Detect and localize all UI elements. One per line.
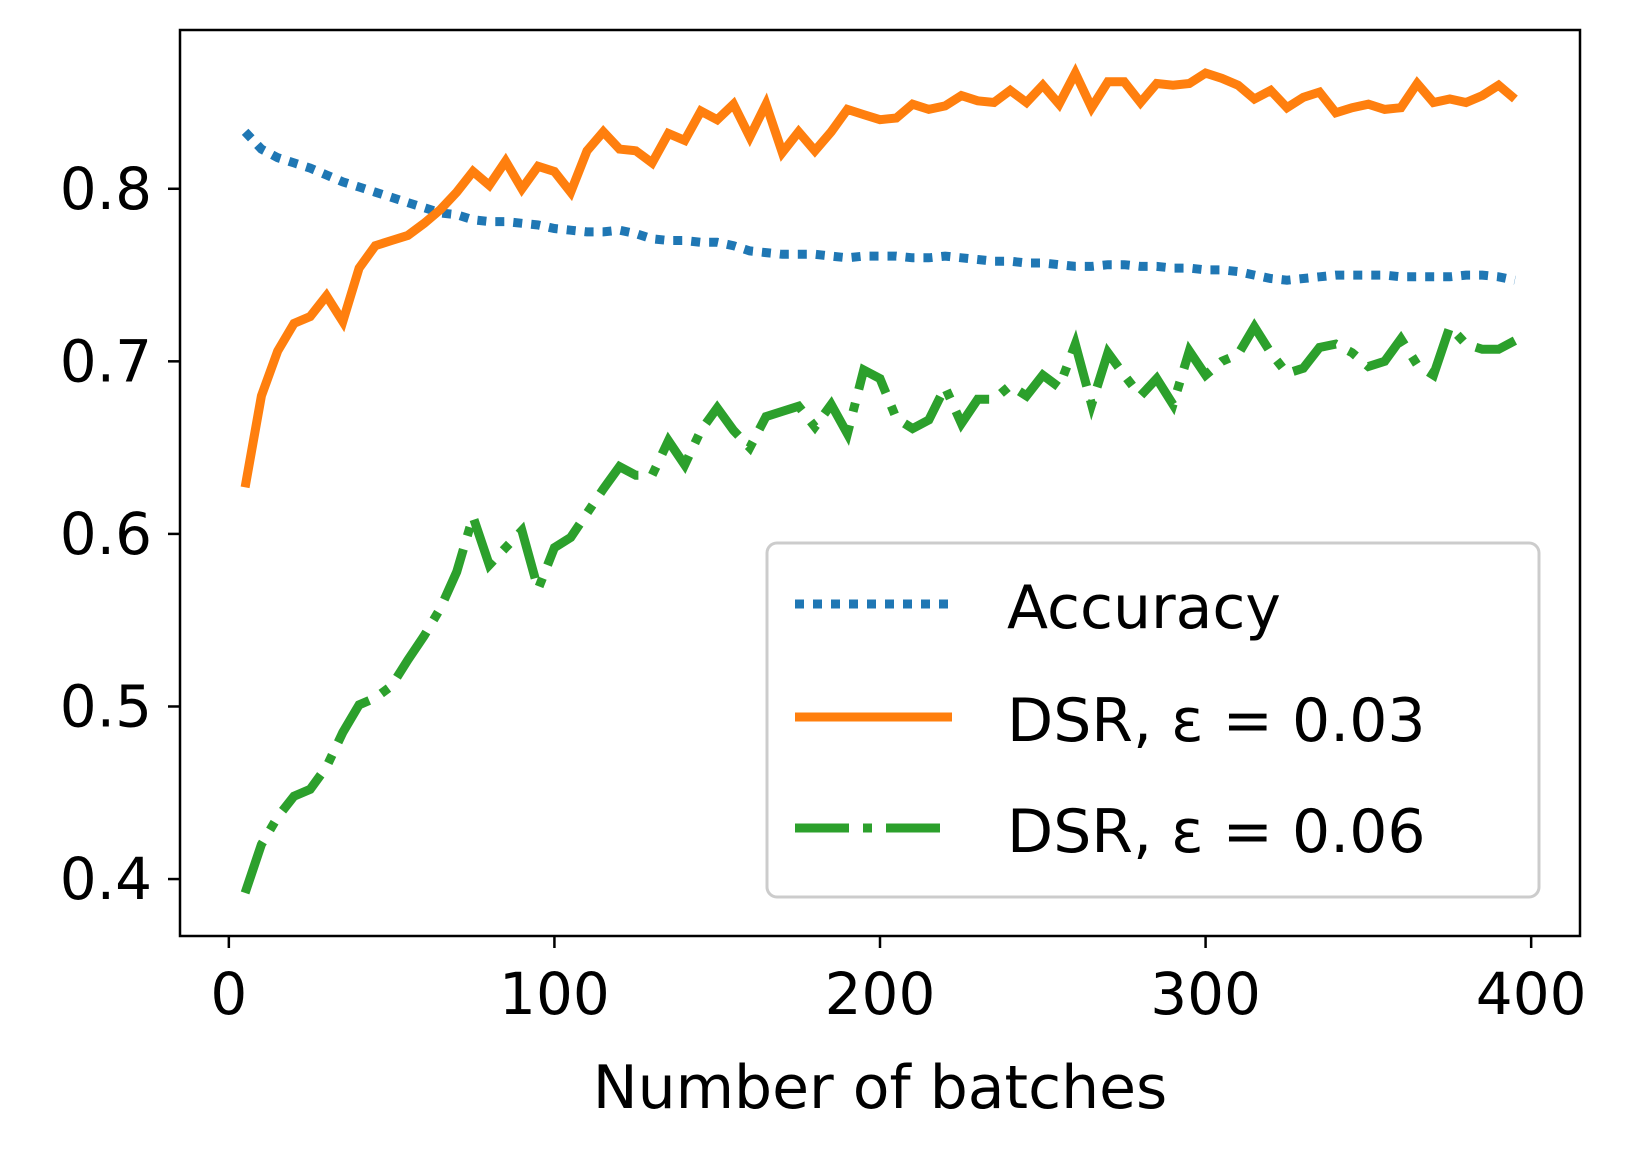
x-tick-label: 200: [825, 960, 936, 1028]
series-line-accuracy: [241, 128, 1516, 285]
legend-label-dsr-003: DSR, ε = 0.03: [1007, 686, 1426, 756]
y-tick-label: 0.7: [60, 327, 152, 395]
legend: Accuracy DSR, ε = 0.03 DSR, ε = 0.06: [765, 541, 1541, 899]
legend-label-accuracy: Accuracy: [1007, 573, 1281, 643]
y-axis-ticks: 0.4 0.5 0.6 0.7 0.8: [60, 155, 180, 913]
series-layer: [240, 62, 1518, 895]
x-tick-label: 100: [499, 960, 610, 1028]
y-tick-label: 0.8: [60, 155, 152, 223]
x-tick-label: 0: [210, 960, 247, 1028]
x-tick-label: 400: [1476, 960, 1587, 1028]
legend-label-dsr-006: DSR, ε = 0.06: [1007, 797, 1426, 867]
y-tick-label: 0.5: [60, 672, 152, 740]
x-axis-ticks: 0 100 200 300 400: [210, 936, 1587, 1028]
y-tick-label: 0.4: [60, 845, 152, 913]
y-tick-label: 0.6: [60, 500, 152, 568]
legend-frame: [765, 541, 1541, 899]
x-tick-label: 300: [1150, 960, 1261, 1028]
x-axis-label: Number of batches: [593, 1053, 1168, 1123]
series-line-dsr-006: [240, 318, 1518, 895]
series-line-dsr-003: [240, 62, 1518, 489]
